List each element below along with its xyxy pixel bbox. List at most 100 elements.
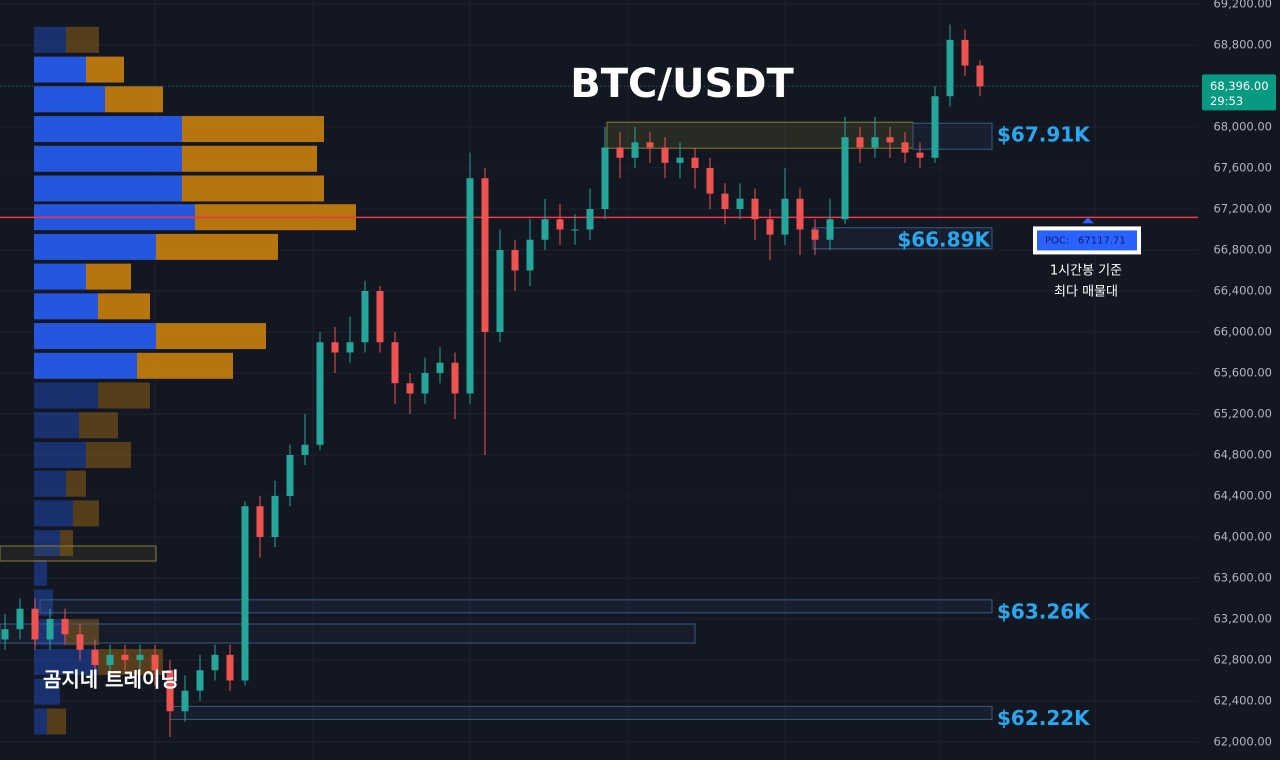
profile-buy	[34, 470, 66, 497]
candle-body	[91, 649, 99, 666]
candles	[0, 24, 1200, 737]
candle-body	[706, 167, 714, 194]
candle-body	[286, 454, 294, 496]
candle-body	[781, 198, 789, 235]
profile-sell	[47, 708, 66, 735]
candle-body	[541, 219, 549, 240]
poc-label: POC:	[1045, 235, 1069, 246]
candle-body	[511, 249, 519, 271]
level-zone	[39, 599, 993, 614]
candle-body	[481, 178, 489, 332]
candle-body	[31, 608, 39, 640]
profile-sell	[98, 293, 150, 320]
profile-sell	[182, 116, 324, 143]
candle-body	[376, 290, 384, 343]
profile-buy	[34, 559, 47, 586]
profile-sell	[182, 175, 324, 202]
candle-body	[61, 618, 69, 635]
candle-body	[76, 634, 84, 650]
profile-buy	[34, 382, 98, 409]
candle-body	[121, 654, 129, 660]
candle-body	[616, 147, 624, 158]
y-tick-label: 62,400.00	[1213, 693, 1272, 707]
candle-body	[391, 342, 399, 384]
profile-buy	[34, 708, 47, 735]
candle-body	[556, 219, 564, 230]
zone-box	[0, 623, 696, 644]
candle-body	[856, 137, 864, 148]
profile-sell	[79, 412, 118, 439]
profile-buy	[34, 233, 156, 260]
profile-sell	[66, 470, 86, 497]
profile-sell	[73, 500, 99, 527]
candle-body	[811, 229, 819, 240]
candle-body	[796, 198, 804, 230]
candle-body	[196, 670, 204, 691]
level-zone	[912, 122, 993, 150]
y-tick-label: 62,000.00	[1213, 734, 1272, 748]
candle-body	[361, 290, 369, 343]
poc-pointer	[1082, 217, 1094, 224]
profile-sell	[98, 382, 150, 409]
level-label: $66.89K	[897, 227, 991, 251]
candle-body	[46, 618, 54, 640]
candle-body	[631, 142, 639, 158]
y-tick-label: 63,600.00	[1213, 570, 1272, 584]
profile-sell	[105, 86, 163, 113]
candle-body	[451, 362, 459, 394]
profile-buy	[34, 56, 86, 83]
chart-title: BTC/USDT	[570, 61, 794, 107]
poc-box	[1037, 230, 1137, 251]
level-label: $67.91K	[997, 123, 1091, 147]
profile-buy	[34, 500, 73, 527]
y-tick-label: 67,600.00	[1213, 160, 1272, 174]
candle-body	[586, 208, 594, 230]
y-tick-label: 64,800.00	[1213, 447, 1272, 461]
candle-body	[16, 608, 24, 630]
zone-box	[606, 121, 914, 149]
candle-body	[1, 629, 9, 640]
candle-body	[976, 65, 984, 87]
profile-sell	[86, 56, 124, 83]
candle-body	[166, 670, 174, 712]
candle-body	[241, 506, 249, 681]
price-tag-label: 68,396.00	[1210, 79, 1269, 93]
profile-buy	[34, 175, 182, 202]
candle-body	[421, 372, 429, 394]
price-tag	[1202, 74, 1276, 111]
annotation: 최다 매물대	[1054, 285, 1118, 300]
y-tick-label: 66,400.00	[1213, 283, 1272, 297]
candle-body	[886, 137, 894, 143]
profile-sell	[86, 441, 131, 468]
watermark: 곰지네 트레이딩	[43, 668, 179, 692]
profile-buy	[34, 412, 79, 439]
level-label: $62.22K	[997, 706, 1091, 730]
price-countdown: 29:53	[1210, 94, 1243, 108]
profile-sell	[60, 530, 73, 557]
profile-buy	[34, 530, 60, 557]
y-tick-label: 65,200.00	[1213, 406, 1272, 420]
candle-body	[601, 147, 609, 209]
candle-body	[136, 654, 144, 660]
candle-body	[106, 654, 114, 666]
profile-sell	[66, 26, 99, 53]
y-tick-label: 63,200.00	[1213, 611, 1272, 625]
candle-body	[661, 147, 669, 163]
profile-buy	[34, 263, 86, 290]
profile-buy	[34, 145, 182, 172]
candle-body	[676, 157, 684, 163]
grid	[0, 0, 1198, 760]
y-tick-label: 67,200.00	[1213, 201, 1272, 215]
candle-body	[946, 39, 954, 97]
candle-body	[646, 142, 654, 148]
y-tick-label: 66,000.00	[1213, 324, 1272, 338]
candle-body	[826, 219, 834, 240]
poc-value: 67117.71	[1078, 235, 1126, 246]
candle-body	[211, 654, 219, 671]
candle-body	[916, 152, 924, 158]
candle-body	[526, 239, 534, 271]
profile-buy	[34, 649, 98, 676]
candle-body	[151, 654, 159, 671]
candle-body	[901, 142, 909, 153]
